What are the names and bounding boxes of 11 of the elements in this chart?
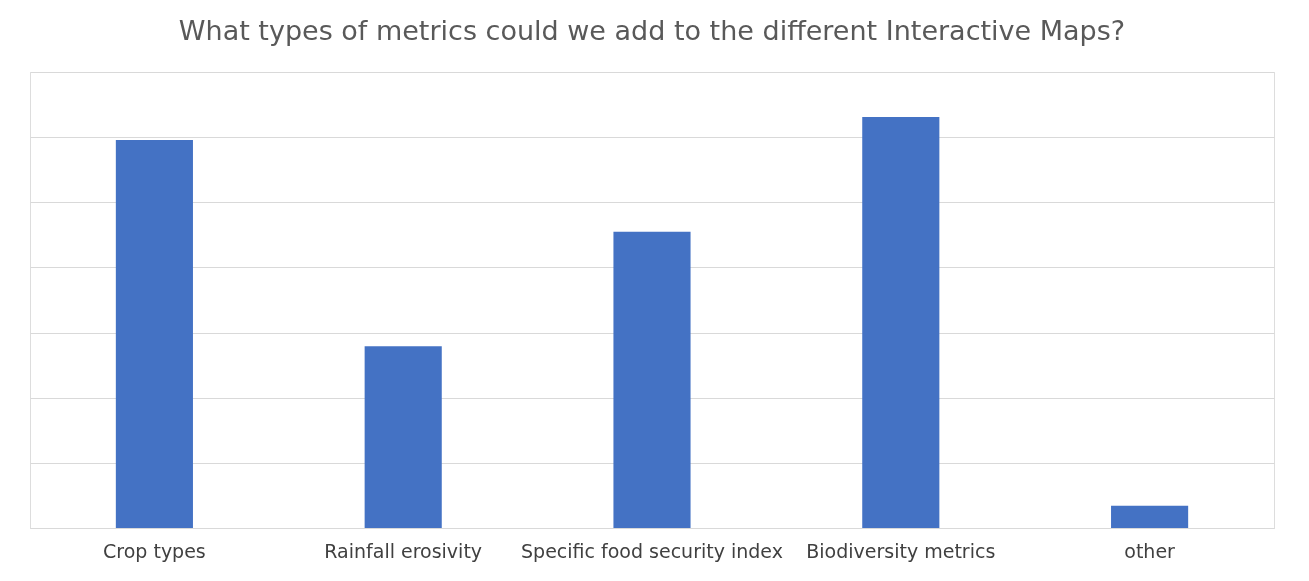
bar: [1111, 505, 1189, 528]
bar: [115, 139, 193, 528]
x-tick-label: Crop types: [103, 539, 206, 562]
x-tick-label: Specific food security index: [521, 539, 783, 562]
x-tick-label: other: [1124, 539, 1176, 562]
bar: [364, 346, 442, 528]
x-tick-label: Rainfall erosivity: [324, 539, 483, 562]
bar: [862, 116, 940, 528]
chart-title: What types of metrics could we add to the different Interactive Maps?: [178, 15, 1126, 46]
bar: [613, 231, 691, 528]
x-tick-label: Biodiversity metrics: [806, 539, 996, 562]
